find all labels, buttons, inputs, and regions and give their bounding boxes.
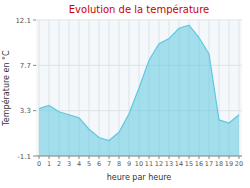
grid-line-x [109,20,110,156]
area-fill [39,25,239,156]
x-tick [49,156,50,159]
x-tick [99,156,100,159]
x-tick-label: 9 [127,160,131,168]
x-tick [219,156,220,159]
x-tick-label: 13 [165,160,173,168]
x-tick-label: 18 [215,160,223,168]
x-axis-label: heure par heure [107,173,172,182]
x-tick [39,156,40,159]
y-tick-label: -1.1 [17,153,31,161]
x-tick [239,156,240,159]
data-group [39,25,239,156]
x-tick-label: 0 [37,160,41,168]
y-tick [33,20,36,21]
grid [36,20,242,156]
chart-container: 01234567891011121314151617181920-1.13.37… [0,0,250,188]
x-tick-label: 4 [77,160,81,168]
x-tick [159,156,160,159]
x-tick [129,156,130,159]
y-axis-label: Température en °C [1,50,11,127]
y-tick [33,156,36,157]
x-tick-label: 16 [195,160,203,168]
grid-line-x [99,20,100,156]
x-tick-label: 14 [175,160,183,168]
x-tick [89,156,90,159]
x-tick-label: 8 [117,160,121,168]
x-tick [109,156,110,159]
y-tick [33,110,36,111]
x-tick [199,156,200,159]
x-tick-label: 12 [155,160,163,168]
chart: 01234567891011121314151617181920-1.13.37… [0,0,250,188]
plot-background [36,20,242,156]
x-tick [119,156,120,159]
chart-title: Evolution de la température [69,4,209,15]
x-tick [229,156,230,159]
x-tick-label: 11 [145,160,153,168]
area-line [39,25,239,140]
x-tick [209,156,210,159]
x-tick-label: 15 [185,160,193,168]
x-tick [149,156,150,159]
axes: 01234567891011121314151617181920-1.13.37… [15,17,243,169]
x-tick [189,156,190,159]
x-tick [139,156,140,159]
x-tick [179,156,180,159]
x-tick-label: 2 [57,160,61,168]
x-tick-label: 6 [97,160,101,168]
x-tick-label: 5 [87,160,91,168]
x-tick [59,156,60,159]
x-tick [69,156,70,159]
y-tick [33,65,36,66]
x-tick-label: 3 [67,160,71,168]
x-tick-label: 10 [135,160,143,168]
x-tick-label: 7 [107,160,111,168]
x-tick-label: 20 [235,160,243,168]
y-tick-label: 7.7 [20,62,31,70]
x-tick [169,156,170,159]
x-tick-label: 17 [205,160,213,168]
y-tick-label: 12.1 [15,17,31,25]
x-tick [79,156,80,159]
x-tick-label: 19 [225,160,233,168]
x-tick-label: 1 [47,160,51,168]
y-tick-label: 3.3 [20,107,31,115]
